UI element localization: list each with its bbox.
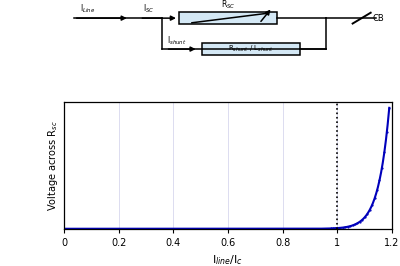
Text: I$_{Line}$: I$_{Line}$ — [80, 3, 96, 15]
Text: R$_{shunt}$ / L$_{shunt}$: R$_{shunt}$ / L$_{shunt}$ — [228, 44, 274, 54]
Text: CB: CB — [372, 14, 384, 23]
X-axis label: I$_{line}$/I$_c$: I$_{line}$/I$_c$ — [212, 253, 244, 266]
FancyBboxPatch shape — [202, 43, 300, 55]
Text: I$_{SC}$: I$_{SC}$ — [143, 3, 154, 15]
Text: R$_{SC}$: R$_{SC}$ — [221, 0, 235, 11]
Y-axis label: Voltage across R$_{sc}$: Voltage across R$_{sc}$ — [46, 120, 60, 211]
Text: I$_{shunt}$: I$_{shunt}$ — [167, 34, 187, 47]
FancyBboxPatch shape — [179, 12, 277, 24]
